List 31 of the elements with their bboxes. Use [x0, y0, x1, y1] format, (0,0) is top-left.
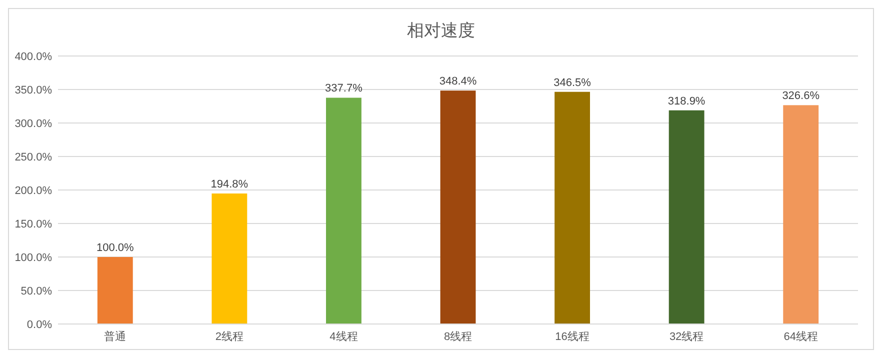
x-tick-label: 64线程 — [784, 330, 818, 343]
x-tick-label: 普通 — [104, 330, 126, 343]
data-label: 194.8% — [210, 178, 248, 190]
data-label: 326.6% — [782, 90, 820, 102]
y-tick-label: 0.0% — [26, 318, 52, 331]
y-tick-label: 100.0% — [14, 252, 52, 264]
bar — [668, 110, 704, 324]
x-tick-label: 2线程 — [215, 330, 244, 343]
x-tick-label: 32线程 — [669, 330, 704, 343]
y-tick-label: 300.0% — [14, 118, 52, 130]
bar — [212, 193, 248, 324]
bar — [326, 98, 362, 324]
y-tick-label: 250.0% — [14, 151, 52, 164]
y-tick-label: 50.0% — [20, 285, 52, 298]
y-tick-label: 200.0% — [14, 184, 52, 197]
bar — [554, 92, 590, 324]
bar — [97, 257, 133, 324]
x-tick-label: 8线程 — [444, 330, 472, 343]
data-label: 346.5% — [554, 76, 592, 89]
x-tick-label: 4线程 — [330, 330, 358, 343]
bar — [440, 90, 476, 324]
data-label: 337.7% — [325, 82, 363, 95]
y-tick-label: 350.0% — [14, 84, 52, 96]
y-tick-label: 400.0% — [14, 50, 52, 63]
data-label: 318.9% — [668, 95, 706, 108]
data-label: 100.0% — [96, 242, 134, 254]
bar — [783, 105, 819, 324]
data-label: 348.4% — [439, 76, 477, 88]
y-tick-label: 150.0% — [14, 218, 52, 230]
chart-title: 相对速度 — [407, 21, 475, 40]
x-tick-label: 16线程 — [555, 330, 590, 343]
